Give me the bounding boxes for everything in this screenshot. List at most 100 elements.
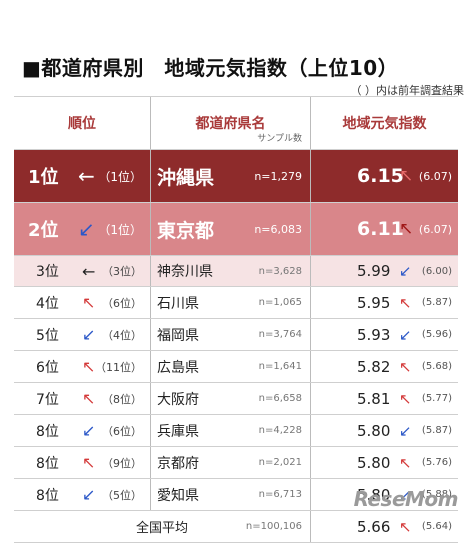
prefecture-name: 神奈川県 xyxy=(157,264,213,280)
table-row: 6位 ↖ （11位） 広島県 n=1,641 5.82 ↖ (5.68) xyxy=(14,351,458,383)
rank-cell: 8位 ↙ （6位） xyxy=(14,415,150,446)
index-value: 5.80 xyxy=(357,421,391,440)
index-cell: 6.11 ↖ (6.07) xyxy=(310,203,458,255)
sample-size: n=2,021 xyxy=(258,457,302,468)
national-average-label-cell: 全国平均 n=100,106 xyxy=(14,511,310,542)
rank-label: 8位 xyxy=(36,455,59,472)
table-row: 1位 ← （1位） 沖縄県 n=1,279 6.15 ↖ (6.07) xyxy=(14,150,458,203)
rank-label: 3位 xyxy=(36,264,59,280)
index-value: 5.80 xyxy=(357,485,391,504)
prev-index: (5.96) xyxy=(421,329,452,340)
rank-cell: 3位 ← （3位） xyxy=(14,256,150,286)
prefecture-name: 石川県 xyxy=(157,295,199,312)
prefecture-name: 兵庫県 xyxy=(157,423,199,440)
prev-rank: （8位） xyxy=(102,392,142,406)
prefecture-cell: 神奈川県 n=3,628 xyxy=(150,256,310,286)
down-left-arrow-icon: ↙ xyxy=(82,325,96,344)
prefecture-name: 愛知県 xyxy=(157,487,199,504)
index-value: 6.15 xyxy=(357,165,404,187)
down-left-arrow-icon: ↙ xyxy=(78,217,95,241)
index-cell: 5.95 ↖ (5.87) xyxy=(310,287,458,318)
index-value: 6.11 xyxy=(357,218,404,240)
up-left-arrow-icon: ↖ xyxy=(399,293,412,312)
up-left-arrow-icon: ↖ xyxy=(399,219,414,239)
prefecture-cell: 兵庫県 n=4,228 xyxy=(150,415,310,446)
rank-label: 8位 xyxy=(36,487,59,504)
index-cell: 5.80 ↙ (5.88) xyxy=(310,479,458,510)
ranking-table: 順位 都道府県名 サンプル数 地域元気指数 1位 ← （1位） 沖縄県 n=1,279 6… xyxy=(14,96,458,543)
prefecture-name: 東京都 xyxy=(157,219,215,242)
header-sample: サンプル数 xyxy=(257,134,302,144)
rank-cell: 8位 ↙ （5位） xyxy=(14,479,150,510)
prev-rank: （4位） xyxy=(102,328,142,342)
prefecture-name: 沖縄県 xyxy=(157,166,215,189)
prev-index: (5.68) xyxy=(421,361,452,372)
prev-rank: （1位） xyxy=(98,169,142,184)
up-left-arrow-icon: ↖ xyxy=(82,357,96,376)
rank-cell: 1位 ← （1位） xyxy=(14,150,150,202)
page-title: ■都道府県別 地域元気指数（上位10） xyxy=(22,56,399,80)
rank-label: 2位 xyxy=(28,220,59,241)
up-left-arrow-icon: ↖ xyxy=(82,389,96,408)
sample-size: n=1,065 xyxy=(258,297,302,308)
table-row: 8位 ↙ （6位） 兵庫県 n=4,228 5.80 ↙ (5.87) xyxy=(14,415,458,447)
rank-label: 8位 xyxy=(36,423,59,440)
national-average-row: 全国平均 n=100,106 5.66 ↖ (5.64) xyxy=(14,511,458,543)
up-left-arrow-icon: ↖ xyxy=(399,453,412,472)
rank-label: 1位 xyxy=(28,167,59,188)
prev-index: (5.64) xyxy=(421,521,452,532)
up-left-arrow-icon: ↖ xyxy=(399,166,414,186)
prev-index: (5.77) xyxy=(421,393,452,404)
rank-cell: 2位 ↙ （1位） xyxy=(14,203,150,255)
index-cell: 5.80 ↙ (5.87) xyxy=(310,415,458,446)
index-value: 5.93 xyxy=(357,325,391,344)
prev-index: (5.88) xyxy=(421,489,452,500)
up-left-arrow-icon: ↖ xyxy=(82,293,96,312)
down-left-arrow-icon: ↙ xyxy=(399,325,412,344)
table-row: 8位 ↖ （9位） 京都府 n=2,021 5.80 ↖ (5.76) xyxy=(14,447,458,479)
prev-rank: （5位） xyxy=(102,488,142,502)
index-value: 5.66 xyxy=(357,517,391,536)
prefecture-name: 福岡県 xyxy=(157,327,199,344)
table-row: 8位 ↙ （5位） 愛知県 n=6,713 5.80 ↙ (5.88) xyxy=(14,479,458,511)
prev-index: (5.76) xyxy=(421,457,452,468)
rank-label: 7位 xyxy=(36,391,59,408)
table-row: 4位 ↖ （6位） 石川県 n=1,065 5.95 ↖ (5.87) xyxy=(14,287,458,319)
sample-size: n=1,279 xyxy=(254,169,302,183)
prefecture-cell: 京都府 n=2,021 xyxy=(150,447,310,478)
sample-size: n=6,658 xyxy=(258,393,302,404)
index-value: 5.82 xyxy=(357,357,391,376)
table-row: 3位 ← （3位） 神奈川県 n=3,628 5.99 ↙ (6.00) xyxy=(14,256,458,287)
prev-index: (6.00) xyxy=(421,265,452,277)
resemom-logo: ReseMom xyxy=(353,487,459,511)
down-left-arrow-icon: ↙ xyxy=(82,421,96,440)
sample-size: n=6,083 xyxy=(254,222,302,236)
rank-cell: 5位 ↙ （4位） xyxy=(14,319,150,350)
table-note: （ ）内は前年調査結果 xyxy=(350,84,465,97)
prev-rank: （1位） xyxy=(98,222,142,237)
sample-size: n=3,628 xyxy=(258,265,302,277)
prev-index: (6.07) xyxy=(418,222,452,236)
index-value: 5.80 xyxy=(357,453,391,472)
prev-rank: （6位） xyxy=(102,296,142,310)
sample-size: n=100,106 xyxy=(245,521,302,532)
sample-size: n=3,764 xyxy=(258,329,302,340)
prefecture-cell: 沖縄県 n=1,279 xyxy=(150,150,310,202)
index-cell: 5.82 ↖ (5.68) xyxy=(310,351,458,382)
prefecture-name: 京都府 xyxy=(157,455,199,472)
prefecture-cell: 東京都 n=6,083 xyxy=(150,203,310,255)
index-value: 5.81 xyxy=(357,389,391,408)
prefecture-cell: 石川県 n=1,065 xyxy=(150,287,310,318)
rank-label: 6位 xyxy=(36,359,59,376)
down-left-arrow-icon: ↙ xyxy=(82,485,96,504)
rank-label: 5位 xyxy=(36,327,59,344)
rank-cell: 4位 ↖ （6位） xyxy=(14,287,150,318)
table-row: 2位 ↙ （1位） 東京都 n=6,083 6.11 ↖ (6.07) xyxy=(14,203,458,256)
sample-size: n=4,228 xyxy=(258,425,302,436)
prev-index: (5.87) xyxy=(421,297,452,308)
index-value: 5.99 xyxy=(357,262,391,280)
prev-index: (6.07) xyxy=(418,169,452,183)
index-cell: 5.99 ↙ (6.00) xyxy=(310,256,458,286)
rank-cell: 8位 ↖ （9位） xyxy=(14,447,150,478)
prefecture-cell: 福岡県 n=3,764 xyxy=(150,319,310,350)
